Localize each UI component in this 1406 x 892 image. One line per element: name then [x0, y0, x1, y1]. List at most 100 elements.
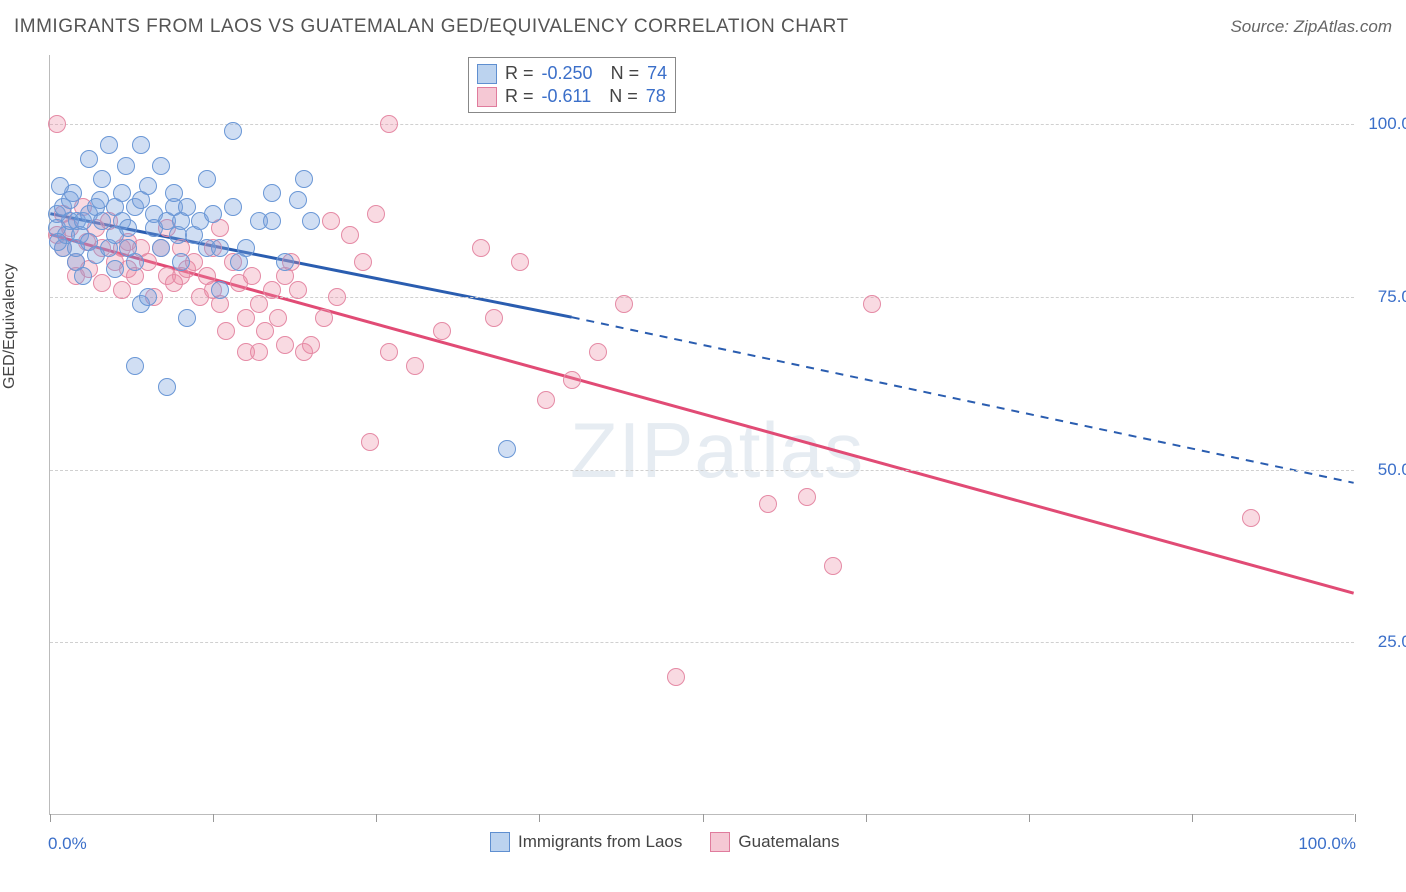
data-point [139, 288, 157, 306]
data-point [172, 253, 190, 271]
data-point [380, 343, 398, 361]
y-tick-label: 75.0% [1362, 287, 1406, 307]
x-tick [1355, 814, 1356, 822]
data-point [263, 184, 281, 202]
data-point [537, 391, 555, 409]
data-point [100, 136, 118, 154]
data-point [152, 239, 170, 257]
gridline [50, 124, 1354, 125]
data-point [263, 281, 281, 299]
data-point [485, 309, 503, 327]
x-axis-max-label: 100.0% [1298, 834, 1356, 854]
stat-label: N = [599, 86, 638, 107]
legend-item: Immigrants from Laos [490, 832, 682, 852]
data-point [224, 122, 242, 140]
legend-item: Guatemalans [710, 832, 839, 852]
data-point [217, 322, 235, 340]
y-tick-label: 100.0% [1362, 114, 1406, 134]
legend-label: Guatemalans [738, 832, 839, 852]
data-point [211, 281, 229, 299]
data-point [74, 267, 92, 285]
data-point [315, 309, 333, 327]
x-tick [50, 814, 51, 822]
data-point [49, 233, 67, 251]
data-point [204, 205, 222, 223]
data-point [256, 322, 274, 340]
r-value: -0.250 [542, 63, 593, 84]
x-tick [703, 814, 704, 822]
data-point [126, 253, 144, 271]
data-point [263, 212, 281, 230]
legend-swatch [710, 832, 730, 852]
data-point [354, 253, 372, 271]
data-point [250, 343, 268, 361]
r-value: -0.611 [542, 86, 592, 107]
data-point [117, 157, 135, 175]
data-point [48, 115, 66, 133]
data-point [237, 239, 255, 257]
data-point [93, 274, 111, 292]
data-point [152, 157, 170, 175]
data-point [667, 668, 685, 686]
data-point [250, 295, 268, 313]
x-tick [213, 814, 214, 822]
x-axis-min-label: 0.0% [48, 834, 87, 854]
data-point [361, 433, 379, 451]
data-point [237, 309, 255, 327]
data-point [615, 295, 633, 313]
data-point [759, 495, 777, 513]
data-point [322, 212, 340, 230]
gridline [50, 297, 1354, 298]
data-point [289, 191, 307, 209]
data-point [139, 177, 157, 195]
data-point [289, 281, 307, 299]
data-point [198, 170, 216, 188]
gridline [50, 470, 1354, 471]
data-point [302, 212, 320, 230]
data-point [341, 226, 359, 244]
data-point [243, 267, 261, 285]
data-point [93, 170, 111, 188]
stat-label: R = [505, 63, 534, 84]
n-value: 78 [646, 86, 666, 107]
data-point [472, 239, 490, 257]
data-point [178, 309, 196, 327]
series-legend: Immigrants from Laos Guatemalans [490, 832, 840, 852]
x-tick [539, 814, 540, 822]
y-tick-label: 25.0% [1362, 632, 1406, 652]
data-point [126, 357, 144, 375]
data-point [211, 239, 229, 257]
legend-swatch-laos [477, 64, 497, 84]
y-axis-label: GED/Equivalency [1, 264, 19, 389]
source-attribution: Source: ZipAtlas.com [1230, 17, 1392, 37]
watermark: ZIPatlas [570, 405, 864, 496]
regression-lines-layer [50, 55, 1354, 814]
x-tick [1192, 814, 1193, 822]
data-point [106, 260, 124, 278]
data-point [132, 136, 150, 154]
data-point [80, 150, 98, 168]
data-point [511, 253, 529, 271]
data-point [798, 488, 816, 506]
data-point [863, 295, 881, 313]
data-point [328, 288, 346, 306]
x-tick [1029, 814, 1030, 822]
data-point [824, 557, 842, 575]
data-point [269, 309, 287, 327]
x-tick [376, 814, 377, 822]
stat-label: R = [505, 86, 534, 107]
data-point [498, 440, 516, 458]
stats-row: R = -0.611 N = 78 [477, 85, 667, 108]
data-point [113, 281, 131, 299]
data-point [158, 378, 176, 396]
y-tick-label: 50.0% [1362, 460, 1406, 480]
data-point [51, 177, 69, 195]
gridline [50, 642, 1354, 643]
data-point [276, 253, 294, 271]
data-point [119, 219, 137, 237]
scatter-plot-area: ZIPatlas R = -0.250 N = 74 R = -0.611 N … [49, 55, 1354, 815]
stats-row: R = -0.250 N = 74 [477, 62, 667, 85]
legend-swatch [490, 832, 510, 852]
stat-label: N = [601, 63, 640, 84]
chart-title: IMMIGRANTS FROM LAOS VS GUATEMALAN GED/E… [14, 16, 849, 38]
